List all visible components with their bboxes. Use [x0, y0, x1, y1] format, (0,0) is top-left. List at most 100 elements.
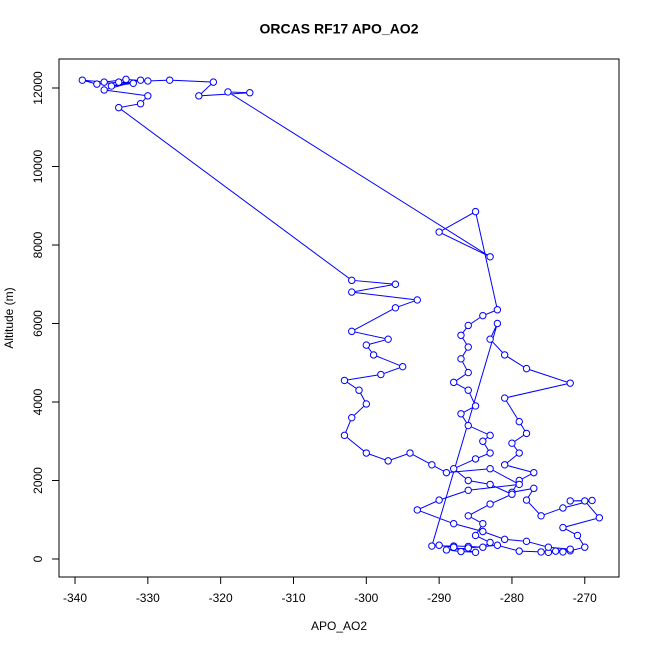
data-point [122, 75, 130, 84]
data-point [246, 89, 254, 97]
data-point [435, 541, 443, 549]
data-point [377, 370, 385, 379]
data-point [559, 504, 567, 512]
x-tick-label: -320 [209, 591, 233, 605]
data-point [471, 455, 480, 463]
data-point [566, 379, 574, 387]
data-point [522, 537, 531, 546]
data-point [129, 79, 137, 87]
data-point [479, 543, 487, 551]
data-point [486, 465, 494, 473]
data-point [471, 207, 480, 216]
data-point [493, 541, 502, 549]
x-tick-label: -300 [354, 591, 378, 605]
data-point [464, 512, 472, 520]
data-point [449, 465, 458, 473]
data-point [457, 355, 465, 363]
y-axis-label: Altitude (m) [2, 287, 16, 348]
data-point [136, 100, 145, 108]
data-point [413, 506, 421, 514]
data-point [340, 431, 349, 440]
data-point [471, 402, 480, 410]
x-tick-label: -340 [63, 591, 87, 605]
data-point [136, 76, 145, 84]
data-point [428, 461, 436, 469]
data-point [369, 351, 378, 359]
data-point [500, 351, 509, 359]
data-point [340, 376, 349, 385]
data-point [464, 321, 472, 330]
data-point [493, 306, 502, 314]
x-axis-label: APO_AO2 [311, 619, 367, 633]
data-point [457, 331, 465, 339]
data-point [515, 417, 523, 426]
chart-title: ORCAS RF17 APO_AO2 [260, 21, 419, 37]
data-point [537, 548, 545, 556]
data-point [391, 304, 400, 312]
data-point [559, 548, 567, 556]
data-point [100, 78, 108, 86]
data-point [449, 543, 458, 551]
data-point [522, 364, 531, 373]
data-point [115, 78, 123, 86]
data-point [399, 362, 407, 371]
data-point [515, 449, 523, 457]
data-point [362, 400, 371, 408]
data-point [595, 514, 604, 522]
y-tick-label: 0 [31, 555, 45, 562]
data-point [78, 76, 87, 84]
data-point [406, 449, 414, 457]
data-point [449, 378, 458, 387]
data-point [384, 335, 392, 343]
data-point [559, 523, 567, 532]
data-point [442, 468, 451, 477]
data-point [464, 486, 472, 495]
data-point [391, 280, 400, 288]
data-point [479, 527, 487, 536]
x-tick-label: -280 [500, 591, 524, 605]
data-point [515, 547, 523, 555]
data-point [348, 276, 356, 285]
y-tick-label: 8000 [31, 231, 45, 258]
data-point [471, 548, 480, 557]
y-tick-label: 6000 [31, 310, 45, 337]
x-tick-label: -290 [427, 591, 451, 605]
data-point [573, 531, 582, 540]
data-point [508, 490, 516, 498]
data-point [195, 92, 203, 100]
data-point [464, 544, 472, 552]
data-point [435, 496, 443, 504]
data-point [464, 386, 472, 394]
data-point [355, 386, 363, 394]
data-point [457, 547, 465, 556]
data-point [435, 228, 443, 236]
data-point [486, 500, 494, 508]
data-point [362, 449, 371, 457]
data-point [581, 497, 589, 505]
data-point [530, 468, 538, 477]
data-point [384, 457, 392, 465]
data-point [581, 543, 589, 551]
data-point [107, 82, 116, 90]
data-point [544, 543, 553, 551]
data-point [464, 421, 472, 430]
data-point [566, 497, 574, 505]
y-tick-label: 12000 [31, 71, 45, 105]
data-point [471, 531, 480, 540]
data-point [530, 484, 538, 493]
data-point [442, 546, 451, 554]
data-point [486, 480, 494, 489]
data-point [515, 480, 523, 489]
data-point [457, 410, 465, 418]
data-point [464, 476, 472, 485]
data-point [508, 439, 516, 447]
data-point [551, 547, 560, 555]
data-point [522, 496, 531, 504]
data-point [486, 449, 494, 457]
data-point [144, 92, 152, 100]
data-point [500, 535, 509, 544]
data-point [479, 311, 487, 320]
data-point [479, 437, 487, 445]
